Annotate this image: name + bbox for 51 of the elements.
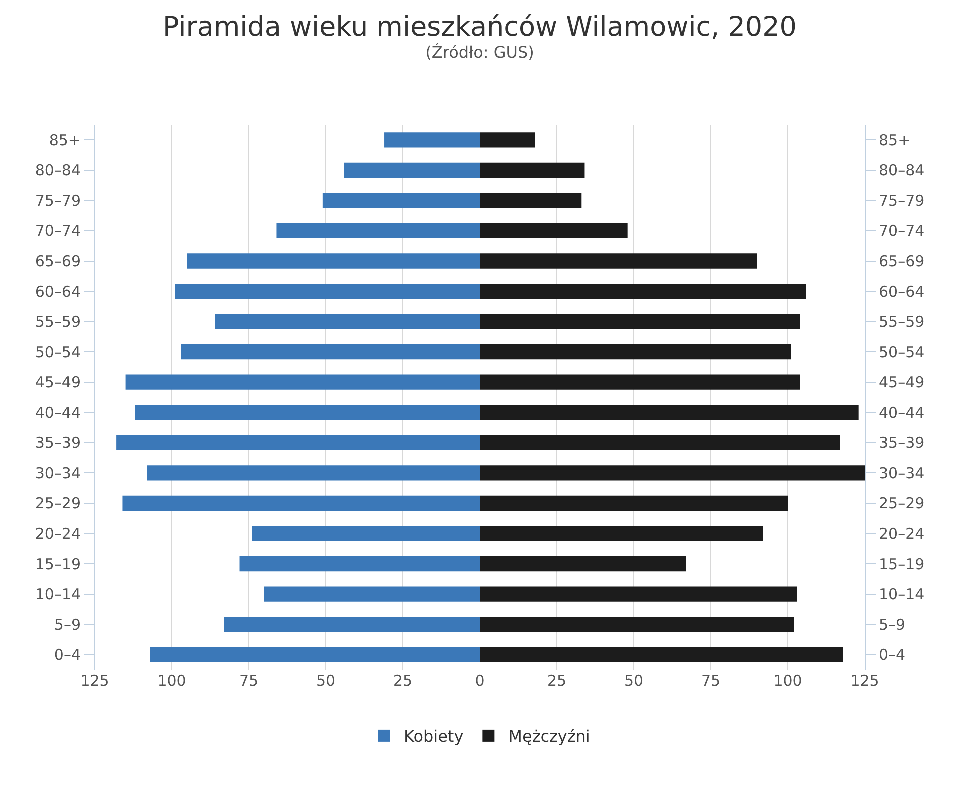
y-tick-label: 50–54 (879, 343, 925, 362)
y-tick-label: 25–29 (35, 494, 81, 513)
y-tick-label: 35–39 (879, 434, 925, 452)
y-tick-label: 5–9 (54, 616, 81, 634)
y-tick-label: 65–69 (879, 252, 925, 270)
y-tick-label: 0–4 (879, 646, 906, 664)
y-tick-label: 85+ (879, 131, 911, 150)
y-tick-label: 70–74 (879, 222, 925, 240)
chart-subtitle: (Źródło: GUS) (426, 43, 534, 62)
y-tick-label: 0–4 (54, 646, 81, 664)
y-tick-label: 15–19 (879, 555, 925, 574)
y-tick-label: 60–64 (879, 282, 925, 301)
y-tick-label: 5–9 (879, 616, 906, 634)
y-tick-label: 60–64 (35, 282, 81, 301)
y-tick-label: 45–49 (35, 374, 81, 392)
y-tick-label: 75–79 (879, 192, 925, 210)
y-tick-label: 10–14 (35, 586, 81, 604)
y-tick-label: 55–59 (879, 313, 925, 332)
x-tick-label: 25 (547, 672, 567, 690)
y-tick-label: 45–49 (879, 374, 925, 392)
y-tick-label: 20–24 (35, 525, 81, 543)
x-tick-label: 50 (316, 672, 336, 690)
y-tick-label: 40–44 (879, 404, 925, 422)
x-tick-label: 125 (850, 672, 880, 690)
y-tick-label: 35–39 (35, 434, 81, 452)
y-tick-label: 65–69 (35, 252, 81, 270)
x-tick-label: 100 (158, 672, 186, 690)
legend-label: Mężczyźni (508, 727, 590, 746)
y-tick-label: 85+ (49, 131, 81, 150)
y-tick-label: 70–74 (35, 222, 81, 240)
y-tick-label: 30–34 (879, 464, 925, 482)
y-tick-label: 15–19 (35, 555, 81, 574)
x-tick-label: 75 (701, 672, 721, 690)
y-tick-label: 25–29 (879, 494, 925, 513)
y-tick-label: 30–34 (35, 464, 81, 482)
x-tick-label: 100 (774, 672, 802, 690)
y-tick-label: 80–84 (35, 162, 81, 180)
legend-label: Kobiety (404, 727, 464, 746)
x-tick-label: 125 (80, 672, 110, 690)
y-tick-label: 10–14 (879, 586, 925, 604)
y-tick-label: 20–24 (879, 525, 925, 543)
y-tick-label: 55–59 (35, 313, 81, 332)
y-tick-label: 40–44 (35, 404, 81, 422)
y-tick-label: 80–84 (879, 162, 925, 180)
x-tick-label: 25 (393, 672, 413, 690)
x-tick-label: 0 (475, 672, 485, 690)
y-tick-label: 50–54 (35, 343, 81, 362)
x-tick-label: 50 (624, 672, 644, 690)
x-tick-label: 75 (239, 672, 259, 690)
y-tick-label: 75–79 (35, 192, 81, 210)
chart-title: Piramida wieku mieszkańców Wilamowic, 2020 (163, 12, 797, 43)
